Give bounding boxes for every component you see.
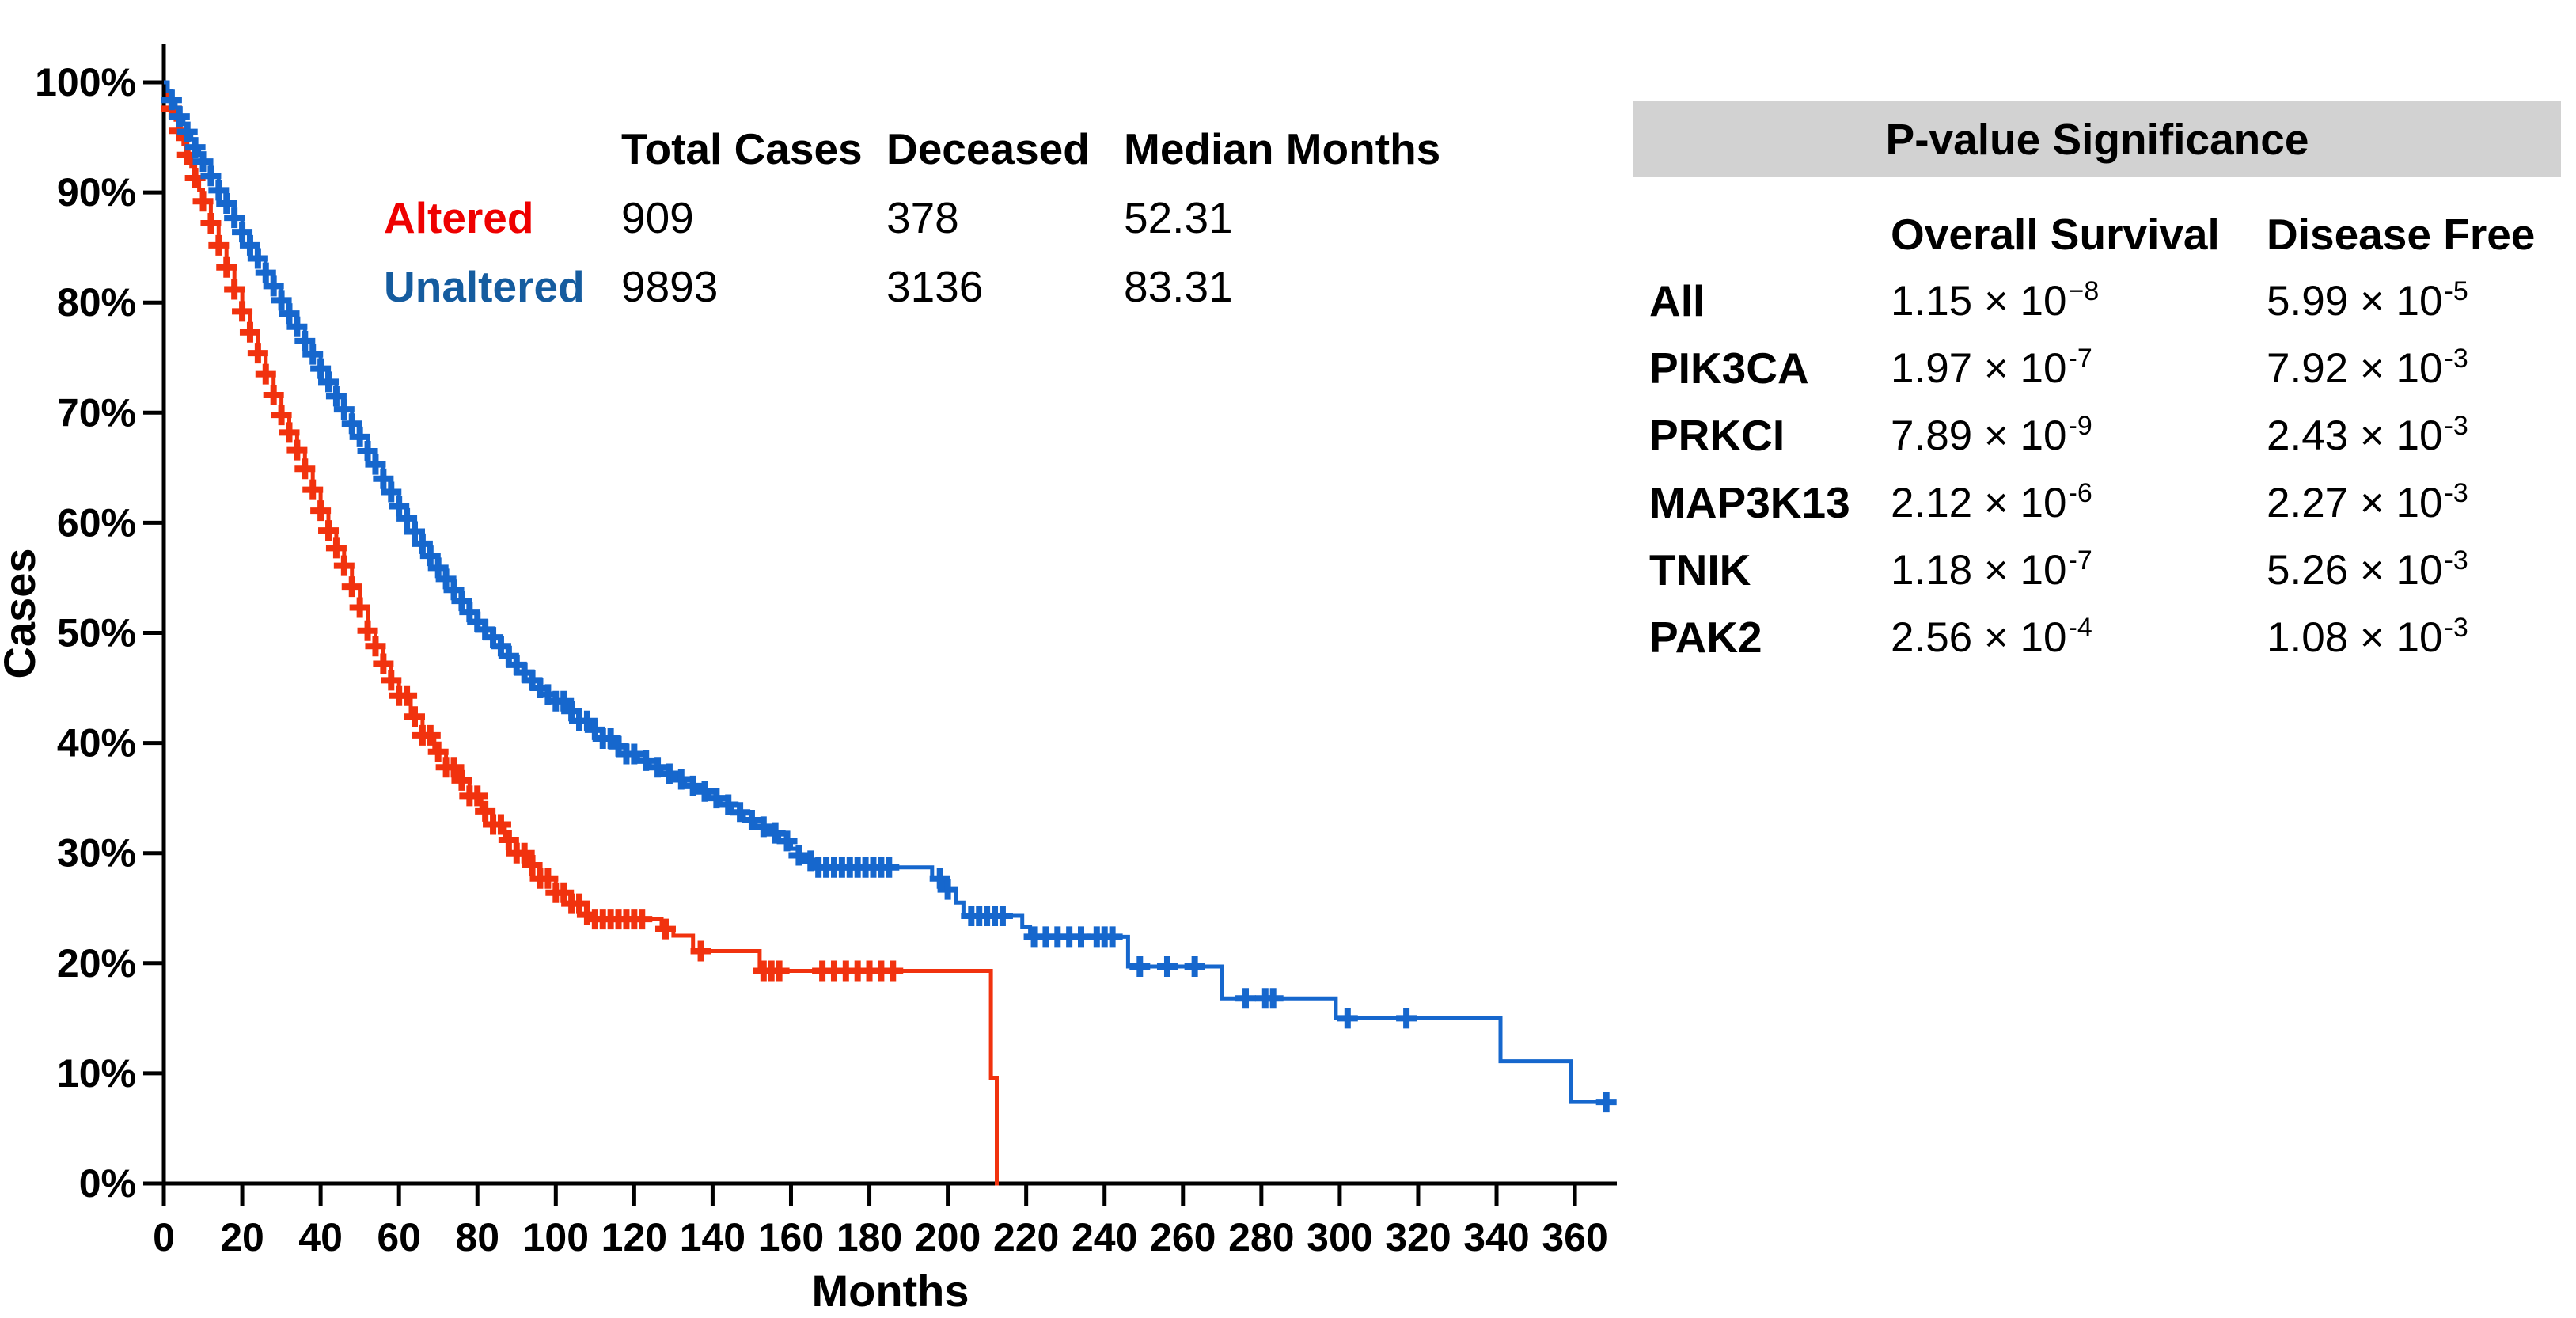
x-tick-label: 180 [837,1215,902,1259]
x-tick-label: 0 [153,1215,175,1259]
os-pvalue: 2.56 × 10-4 [1891,613,2092,661]
col-header-median-months: Median Months [1124,124,1441,173]
pvalue-table-title: P-value Significance [1633,101,2561,177]
x-tick-label: 320 [1385,1215,1451,1259]
x-tick-label: 60 [377,1215,421,1259]
unaltered-censor-marks [161,89,1617,1113]
x-tick-label: 200 [915,1215,981,1259]
x-tick-label: 40 [298,1215,343,1259]
df-pvalue: 2.27 × 10-3 [2267,478,2468,526]
y-tick-label: 30% [57,831,136,876]
pvalue-table: P-value Significance Overall Survival Di… [1633,101,2561,674]
df-pvalue: 7.92 × 10-3 [2267,344,2468,392]
unaltered-median-months: 83.31 [1124,262,1233,311]
df-pvalue: 5.26 × 10-3 [2267,545,2468,594]
altered-median-months: 52.31 [1124,193,1233,242]
gene-label: PIK3CA [1649,344,1809,393]
col-header-disease-free: Disease Free [2267,210,2536,259]
y-tick-label: 60% [57,500,136,545]
y-tick-label: 40% [57,721,136,765]
legend-label-altered: Altered [384,193,534,242]
df-pvalue: 5.99 × 10-5 [2267,276,2468,325]
x-tick-label: 20 [220,1215,264,1259]
x-tick-label: 160 [758,1215,824,1259]
os-pvalue: 2.12 × 10-6 [1891,478,2092,526]
x-tick-label: 80 [455,1215,499,1259]
legend-label-unaltered: Unaltered [384,262,585,311]
y-tick-label: 80% [57,280,136,325]
gene-label: PAK2 [1649,613,1762,662]
y-tick-label: 10% [57,1051,136,1096]
x-tick-label: 120 [601,1215,667,1259]
y-tick-label: 0% [79,1161,136,1206]
os-pvalue: 7.89 × 10-9 [1891,411,2092,459]
gene-label: PRKCI [1649,411,1785,460]
altered-total-cases: 909 [621,193,694,242]
altered-series [161,80,999,1186]
altered-deceased: 378 [886,193,959,242]
df-pvalue: 2.43 × 10-3 [2267,411,2468,459]
x-tick-label: 260 [1150,1215,1216,1259]
col-header-deceased: Deceased [886,124,1090,173]
pvalue-row-prkci: PRKCI 7.89 × 10-9 2.43 × 10-3 [1633,405,2561,473]
os-pvalue: 1.97 × 10-7 [1891,344,2092,392]
x-axis-title: Months [811,1266,969,1316]
pvalue-row-pak2: PAK2 2.56 × 10-4 1.08 × 10-3 [1633,607,2561,674]
pvalue-row-pik3ca: PIK3CA 1.97 × 10-7 7.92 × 10-3 [1633,338,2561,405]
unaltered-total-cases: 9893 [621,262,719,311]
gene-label: MAP3K13 [1649,478,1850,527]
y-axis-title: Cases [0,548,44,678]
altered-censor-marks [161,98,904,982]
y-tick-label: 50% [57,611,136,655]
x-tick-label: 140 [680,1215,745,1259]
unaltered-deceased: 3136 [886,262,984,311]
y-tick-label: 90% [57,170,136,215]
gene-label: TNIK [1649,545,1751,594]
df-pvalue: 1.08 × 10-3 [2267,613,2468,661]
km-survival-chart: 0% 10% 20% 30% 40% 50% 60% 70% 80% 90% 100% 0 20 40 60… [0,44,1617,1316]
unaltered-series [161,80,1617,1113]
gene-label: All [1649,276,1705,325]
os-pvalue: 1.15 × 10−8 [1891,276,2100,325]
pvalue-row-map3k13: MAP3K13 2.12 × 10-6 2.27 × 10-3 [1633,473,2561,540]
axes [161,44,1617,1186]
y-tick-label: 70% [57,390,136,435]
os-pvalue: 1.18 × 10-7 [1891,545,2092,594]
x-tick-label: 100 [523,1215,589,1259]
x-tick-label: 360 [1542,1215,1607,1259]
legend-spacer [384,123,621,192]
pvalue-row-tnik: TNIK 1.18 × 10-7 5.26 × 10-3 [1633,540,2561,607]
y-axis-ticks: 0% 10% 20% 30% 40% 50% 60% 70% 80% 90% 100% [35,60,164,1206]
y-tick-label: 100% [35,60,136,104]
x-tick-label: 240 [1072,1215,1137,1259]
x-tick-label: 220 [993,1215,1059,1259]
x-tick-label: 300 [1307,1215,1372,1259]
case-count-table: Total Cases Deceased Median Months Alter… [384,123,1464,330]
x-tick-label: 280 [1228,1215,1294,1259]
y-tick-label: 20% [57,941,136,986]
pvalue-row-all: All 1.15 × 10−8 5.99 × 10-5 [1633,271,2561,338]
col-header-total-cases: Total Cases [621,124,863,173]
pvalue-column-headers: Overall Survival Disease Free [1633,199,2561,271]
x-tick-label: 340 [1463,1215,1529,1259]
col-header-overall-survival: Overall Survival [1891,210,2220,259]
x-axis-ticks: 0 20 40 60 80 100 120 140 160 180 200 220 240 260 280 3… [153,1183,1608,1259]
